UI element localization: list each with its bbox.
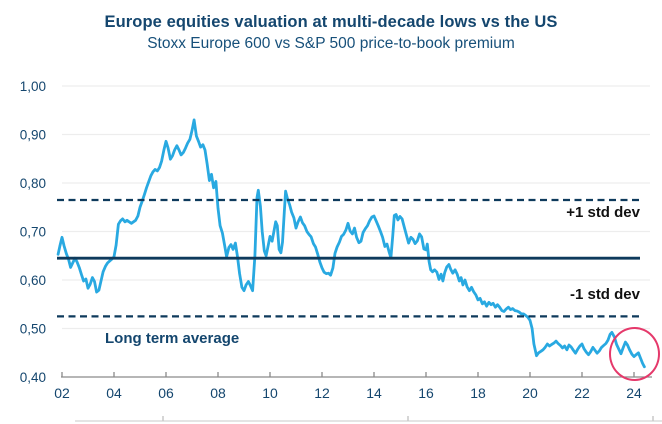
plus-one-std-dev-label: +1 std dev bbox=[566, 204, 640, 221]
y-tick-label: 0,70 bbox=[20, 225, 46, 240]
x-tick-label: 06 bbox=[158, 385, 174, 401]
long-term-average-label: Long term average bbox=[105, 330, 240, 347]
x-tick-label: 20 bbox=[522, 385, 538, 401]
y-tick-label: 0,80 bbox=[20, 176, 46, 191]
x-tick-label: 14 bbox=[366, 385, 382, 401]
x-tick-label: 12 bbox=[314, 385, 330, 401]
x-tick-label: 16 bbox=[418, 385, 434, 401]
x-tick-label: 04 bbox=[106, 385, 122, 401]
y-tick-label: 0,40 bbox=[20, 370, 46, 385]
x-tick-label: 10 bbox=[262, 385, 278, 401]
x-tick-label: 08 bbox=[210, 385, 226, 401]
y-tick-label: 0,50 bbox=[20, 322, 46, 337]
y-tick-label: 1,00 bbox=[20, 79, 46, 94]
y-tick-label: 0,90 bbox=[20, 128, 46, 143]
chart-title: Europe equities valuation at multi-decad… bbox=[104, 13, 558, 31]
x-tick-label: 24 bbox=[626, 385, 642, 401]
y-tick-label: 0,60 bbox=[20, 273, 46, 288]
chart-subtitle: Stoxx Europe 600 vs S&P 500 price-to-boo… bbox=[147, 35, 515, 52]
price-to-book-premium-line bbox=[56, 118, 646, 369]
x-tick-label: 02 bbox=[54, 385, 70, 401]
x-tick-label: 22 bbox=[574, 385, 590, 401]
highlight-circle bbox=[609, 327, 660, 381]
x-tick-label: 18 bbox=[470, 385, 486, 401]
minus-one-std-dev-label: -1 std dev bbox=[569, 286, 640, 303]
